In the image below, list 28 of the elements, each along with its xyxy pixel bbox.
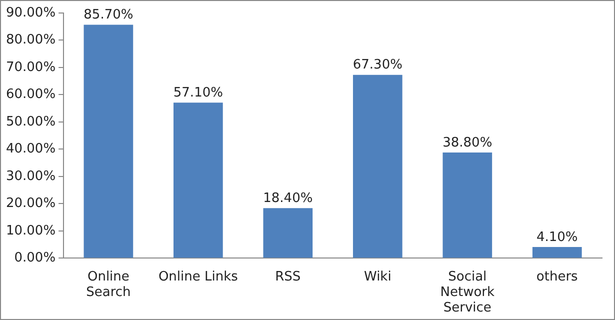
data-label: 38.80% bbox=[442, 135, 492, 150]
bar bbox=[352, 74, 402, 258]
y-tick-label: 10.00% bbox=[6, 223, 56, 238]
y-tick-label: 20.00% bbox=[6, 196, 56, 212]
data-label: 18.40% bbox=[263, 190, 313, 206]
bar bbox=[263, 208, 313, 258]
y-tick-label: 80.00% bbox=[6, 32, 56, 48]
data-label: 57.10% bbox=[173, 86, 223, 101]
x-tick-label: RSS bbox=[275, 269, 301, 284]
y-tick-label: 60.00% bbox=[6, 87, 56, 102]
x-tick-label: Social Network Service bbox=[440, 269, 495, 316]
y-tick-label: 50.00% bbox=[6, 114, 56, 130]
bar bbox=[532, 247, 582, 258]
y-tick-label: 0.00% bbox=[14, 250, 56, 266]
data-label: 4.10% bbox=[536, 230, 578, 245]
y-tick-label: 90.00% bbox=[6, 5, 56, 20]
x-tick-label: Online Links bbox=[158, 269, 238, 284]
y-tick-label: 40.00% bbox=[6, 142, 56, 157]
bar bbox=[84, 24, 134, 258]
x-tick-label: Wiki bbox=[364, 269, 392, 284]
bar bbox=[174, 102, 223, 258]
x-tick-label: others bbox=[536, 269, 578, 284]
y-tick-label: 30.00% bbox=[6, 168, 56, 184]
bar bbox=[442, 152, 492, 258]
data-label: 67.30% bbox=[352, 58, 402, 73]
x-tick-label: Online Search bbox=[86, 269, 131, 300]
data-label: 85.70% bbox=[84, 8, 134, 23]
y-tick-label: 70.00% bbox=[6, 60, 56, 75]
